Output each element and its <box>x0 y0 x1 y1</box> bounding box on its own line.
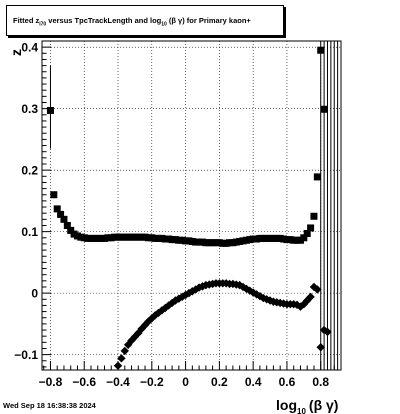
y-tick-label: 0.4 <box>21 41 38 55</box>
data-point-square <box>310 212 318 220</box>
y-tick-label: 0.3 <box>21 102 38 116</box>
data-point-square <box>57 210 65 218</box>
data-point-square <box>317 46 325 54</box>
data-point-square <box>313 173 321 181</box>
x-tick-label: −0.4 <box>106 375 130 389</box>
y-tick-label: −0.1 <box>14 348 38 362</box>
y-tick-label: 0 <box>31 287 38 301</box>
data-point-square <box>67 226 75 234</box>
title-log-subscript: 10 <box>161 21 167 28</box>
title-z-subscript: I70 <box>39 21 47 28</box>
y-tick-labels: −0.1 0 0.1 0.2 0.3 0.4 <box>14 41 38 362</box>
y-tick-label: 0.2 <box>21 164 38 178</box>
x-tick-label: 0 <box>182 375 189 389</box>
data-point-diamond <box>245 286 254 295</box>
data-markers <box>46 46 332 370</box>
axis-ticks <box>42 40 335 370</box>
title-box: Fitted zI70 versus TpcTrackLength and lo… <box>6 5 284 36</box>
data-point-diamond <box>117 354 126 363</box>
x-tick-label: −0.8 <box>39 375 63 389</box>
data-point-square <box>300 234 308 242</box>
x-tick-label: −0.2 <box>140 375 164 389</box>
data-point-square <box>303 229 311 237</box>
data-point-diamond <box>120 346 129 356</box>
x-axis-title: log10 (β γ) <box>276 397 338 414</box>
data-point-diamond <box>198 282 207 291</box>
data-point-diamond <box>174 294 184 303</box>
x-tick-label: 0.6 <box>279 375 296 389</box>
x-tick-label: −0.6 <box>72 375 96 389</box>
data-point-diamond <box>306 292 315 302</box>
title-middle: versus TpcTrackLength and log <box>46 16 162 25</box>
chart-title: Fitted zI70 versus TpcTrackLength and lo… <box>13 16 251 28</box>
data-point-diamond <box>316 343 325 352</box>
error-bars <box>49 41 339 370</box>
data-point-diamond <box>154 308 163 318</box>
x-tick-labels: −0.8 −0.6 −0.4 −0.2 0 0.2 0.4 0.6 0.8 <box>39 375 330 389</box>
x-tick-label: 0.8 <box>312 375 329 389</box>
data-point-diamond <box>188 287 197 296</box>
x-tick-label: 0.2 <box>211 375 228 389</box>
y-tick-label: 0.1 <box>21 225 38 239</box>
title-prefix: Fitted z <box>13 16 40 25</box>
data-point-square <box>320 105 328 113</box>
data-point-diamond <box>313 285 322 294</box>
data-point-square <box>50 191 58 199</box>
grid-lines <box>42 41 341 370</box>
y-axis-title: z <box>8 49 24 56</box>
data-point-square <box>63 221 71 229</box>
data-point-square <box>307 224 315 232</box>
data-point-square <box>60 215 68 223</box>
data-point-square <box>53 205 61 213</box>
x-tick-label: 0.4 <box>245 375 262 389</box>
plot-frame <box>41 40 342 371</box>
data-point-diamond <box>323 327 332 337</box>
timestamp: Wed Sep 18 16:38:38 2024 <box>3 401 96 410</box>
title-suffix: (β γ) for Primary kaon+ <box>168 16 251 25</box>
data-point-square <box>46 106 54 114</box>
